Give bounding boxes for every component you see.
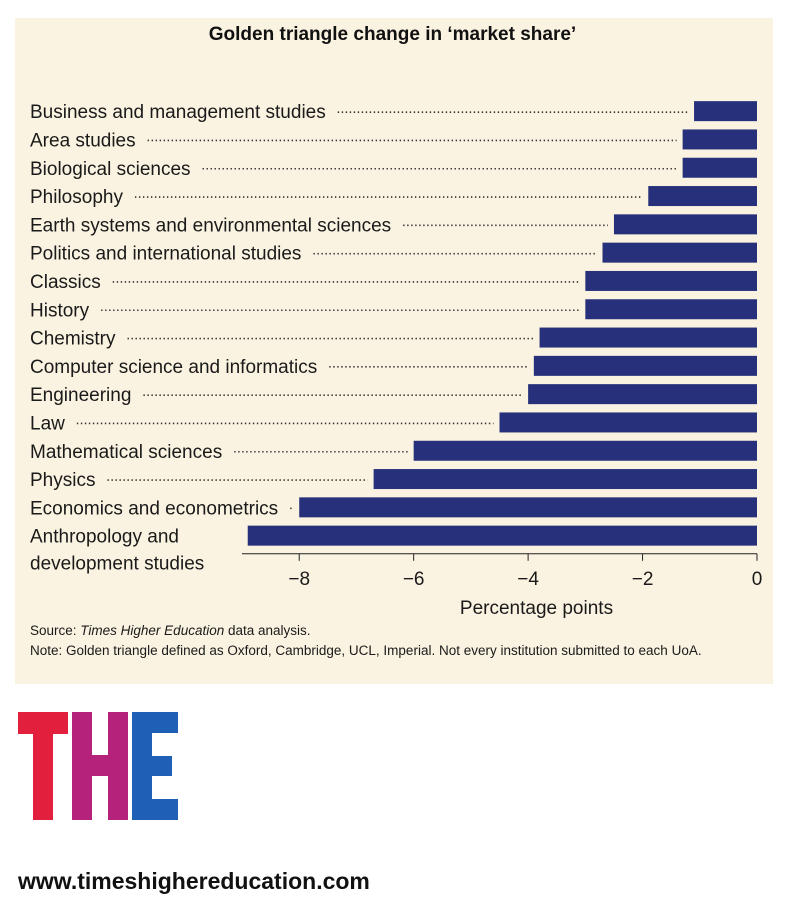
chart-title: Golden triangle change in ‘market share’ bbox=[208, 24, 577, 45]
category-label: Economics and econometrics bbox=[30, 498, 278, 519]
x-axis-title: Percentage points bbox=[460, 598, 613, 619]
bar bbox=[682, 129, 757, 150]
category-label: Law bbox=[30, 413, 65, 434]
source-prefix: Source: bbox=[30, 623, 81, 638]
bar bbox=[539, 327, 757, 348]
logo-letter-e bbox=[132, 712, 178, 820]
category-label: Physics bbox=[30, 470, 95, 491]
website-url[interactable]: www.timeshighereducation.com bbox=[18, 868, 370, 894]
bar bbox=[585, 270, 757, 291]
bar bbox=[585, 299, 757, 320]
bar bbox=[299, 497, 757, 518]
bar bbox=[694, 101, 757, 122]
x-tick-label: 0 bbox=[752, 569, 763, 590]
category-label: Politics and international studies bbox=[30, 244, 301, 265]
category-label: Chemistry bbox=[30, 329, 116, 350]
bar bbox=[247, 525, 757, 546]
category-label: Anthropology and development studies bbox=[30, 527, 204, 575]
category-label: Classics bbox=[30, 272, 101, 293]
x-tick-label: −2 bbox=[632, 569, 654, 590]
category-label: Earth systems and environmental sciences bbox=[30, 215, 391, 236]
logo-letter-t bbox=[18, 712, 68, 820]
category-label: Area studies bbox=[30, 130, 136, 151]
category-label: Business and management studies bbox=[30, 102, 326, 123]
source-suffix: data analysis. bbox=[224, 623, 311, 638]
x-tick-label: −8 bbox=[288, 569, 310, 590]
source-publication: Times Higher Education bbox=[80, 623, 225, 638]
category-label: History bbox=[30, 300, 90, 321]
category-label: Philosophy bbox=[30, 187, 123, 208]
bar bbox=[528, 384, 757, 405]
category-label: Engineering bbox=[30, 385, 131, 406]
the-logo bbox=[18, 712, 178, 820]
source-note: Source: Times Higher Education data anal… bbox=[30, 623, 311, 638]
x-tick-label: −6 bbox=[403, 569, 425, 590]
bar bbox=[602, 242, 757, 263]
bar bbox=[533, 355, 757, 376]
category-label: Mathematical sciences bbox=[30, 442, 222, 463]
x-tick-label: −4 bbox=[517, 569, 539, 590]
bar bbox=[682, 157, 757, 178]
bar bbox=[648, 186, 757, 207]
definition-note: Note: Golden triangle defined as Oxford,… bbox=[30, 643, 702, 658]
logo-letter-h bbox=[72, 712, 128, 820]
bar bbox=[373, 469, 757, 490]
bar-chart: Business and management studies Area stud… bbox=[30, 101, 763, 619]
category-label: Biological sciences bbox=[30, 159, 191, 180]
bar bbox=[613, 214, 757, 235]
category-label-line: Anthropology and bbox=[30, 527, 179, 548]
category-label: Computer science and informatics bbox=[30, 357, 317, 378]
chart-panel bbox=[15, 18, 773, 684]
bar bbox=[413, 440, 757, 461]
category-label-line: development studies bbox=[30, 554, 204, 575]
bar bbox=[499, 412, 757, 433]
